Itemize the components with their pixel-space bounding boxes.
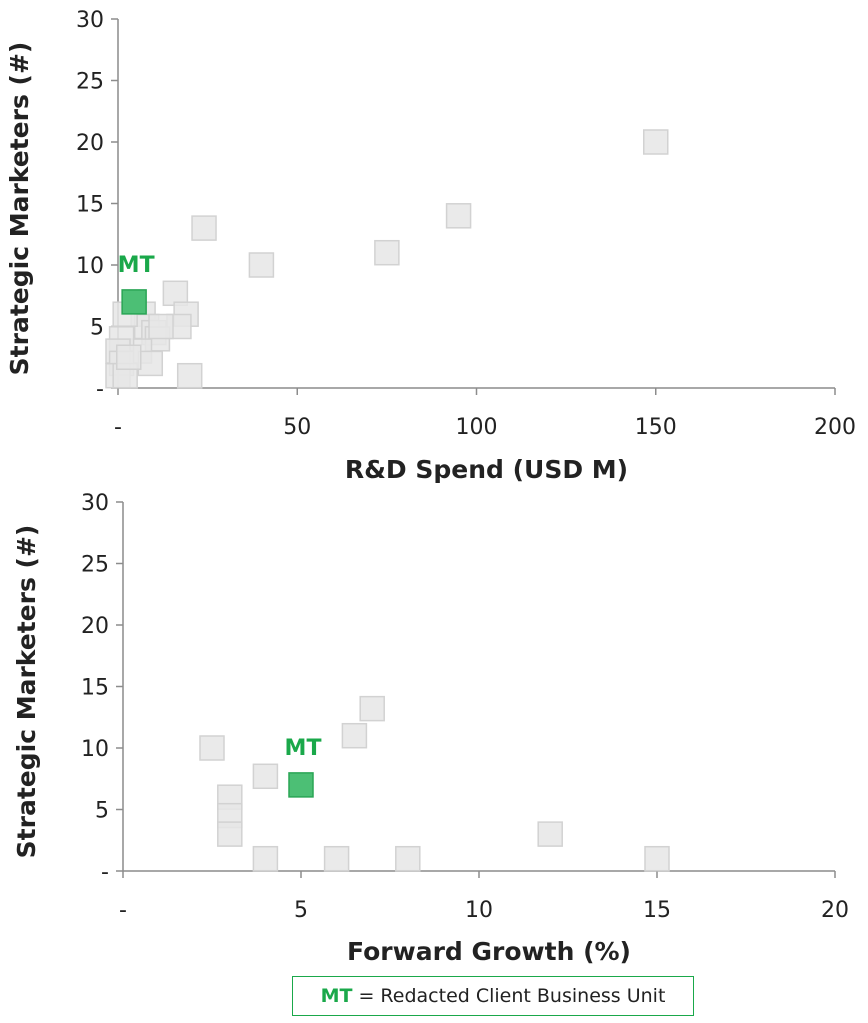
legend-text: = Redacted Client Business Unit: [358, 985, 666, 1007]
c0-data-point: [374, 239, 400, 266]
c1-x-tick-label: 5: [294, 898, 308, 923]
c0-data-point: [148, 313, 174, 340]
c1-x-tick-label: 15: [643, 898, 671, 923]
legend-key: MT: [320, 985, 353, 1007]
c1-data-point: [323, 845, 350, 872]
c0-x-tick-label: 150: [635, 415, 677, 440]
c0-y-tick-label: 25: [76, 70, 104, 95]
c1-highlight-label: MT: [285, 736, 322, 761]
c1-y-tick-label: 25: [81, 553, 109, 578]
c0-data-point: [176, 362, 203, 389]
c1-data-point: [341, 722, 368, 749]
c1-x-tick-label: 20: [821, 898, 849, 923]
c1-data-point: [217, 821, 243, 847]
c0-y-tick-label: -: [96, 377, 104, 402]
c1-highlight-point: [288, 772, 314, 798]
c0-data-point: [248, 252, 275, 278]
c0-highlight-label: MT: [118, 253, 155, 278]
c1-y-axis-label: Strategic Marketers (#): [12, 525, 41, 859]
c0-data-point: [445, 203, 472, 229]
legend-box: MT = Redacted Client Business Unit: [292, 976, 694, 1016]
c1-data-point: [537, 821, 563, 847]
c0-y-tick-label: 5: [90, 316, 104, 341]
c1-data-point: [359, 695, 385, 722]
c0-y-axis-label: Strategic Marketers (#): [5, 42, 34, 376]
c0-data-point: [137, 350, 164, 377]
chart-forward-growth: - 5 10 15 20 25 30 - 5 10 15 20 Forward Growth (%) St…: [12, 491, 849, 966]
c0-y-tick-label: 15: [76, 193, 104, 218]
c1-data-point: [644, 845, 670, 872]
c0-data-point: [116, 344, 142, 370]
c1-y-tick-label: 30: [81, 491, 109, 516]
c0-x-axis-label: R&D Spend (USD M): [345, 455, 628, 484]
c0-y-tick-label: 10: [76, 254, 104, 279]
c0-highlight-point: [121, 289, 147, 315]
c0-x-tick-label: 100: [456, 415, 498, 440]
c1-y-tick-label: 5: [95, 799, 109, 824]
c1-x-axis-label: Forward Growth (%): [347, 937, 631, 966]
chart-rd-spend: - 5 10 15 20 25 30 - 50 100 150 200 R&D Spend (USD M…: [5, 8, 856, 484]
c1-data-point: [252, 763, 279, 790]
c0-data-point: [191, 215, 217, 241]
c1-y-tick-label: 20: [81, 614, 109, 639]
c0-x-tick-label: -: [114, 415, 122, 440]
c0-data-point: [643, 129, 669, 155]
c1-y-tick-label: 15: [81, 676, 109, 701]
c1-x-tick-label: 10: [465, 898, 493, 923]
c1-data-point: [199, 735, 225, 761]
c1-data-point: [395, 845, 421, 872]
c1-y-tick-label: -: [101, 860, 109, 885]
c1-data-point: [252, 845, 279, 872]
c0-x-tick-label: 200: [814, 415, 856, 440]
c0-y-tick-label: 20: [76, 131, 104, 156]
c1-x-tick-label: -: [119, 898, 127, 923]
c0-y-tick-label: 30: [76, 8, 104, 33]
c1-y-tick-label: 10: [81, 737, 109, 762]
c0-x-tick-label: 50: [283, 415, 311, 440]
